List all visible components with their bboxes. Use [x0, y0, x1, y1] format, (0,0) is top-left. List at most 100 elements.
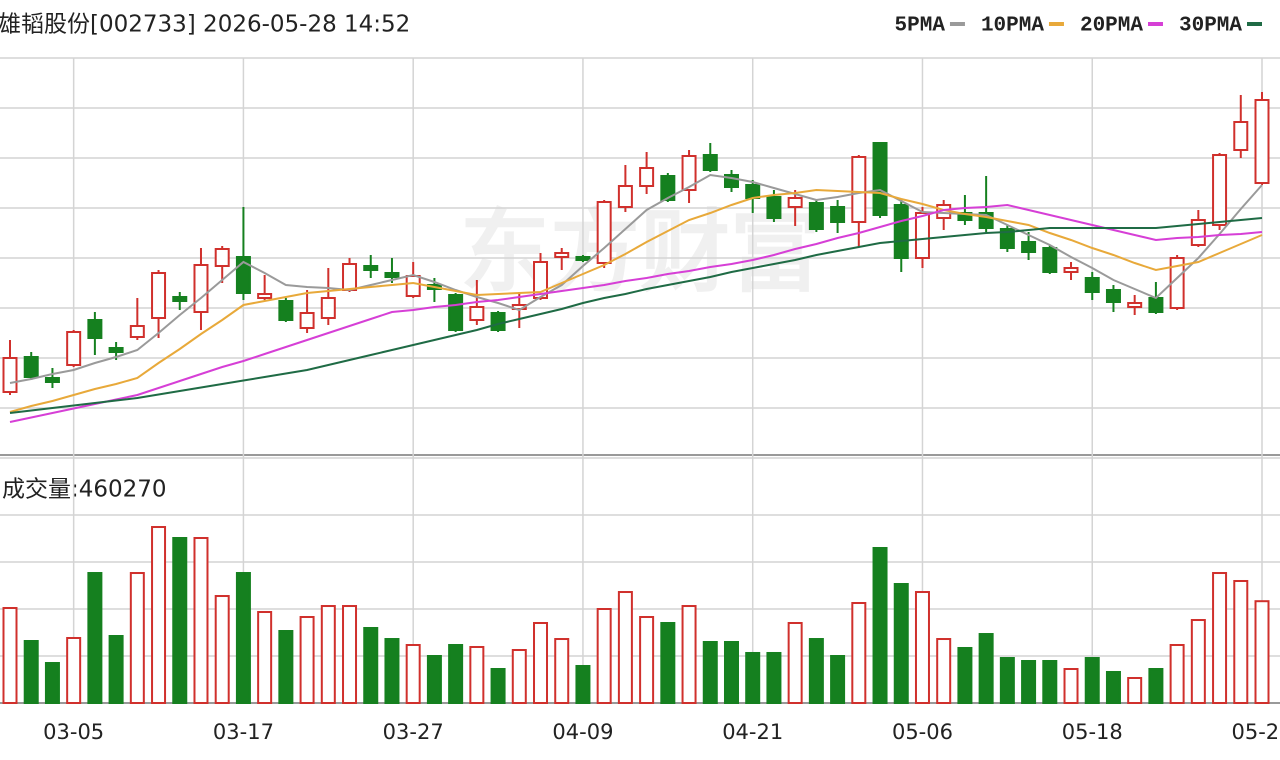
watermark: 东方财富 [460, 200, 820, 305]
volume-bar [575, 664, 591, 705]
volume-bar [978, 633, 994, 705]
volume-bar [172, 537, 188, 705]
volume-bar [702, 640, 718, 704]
legend-label: 10PMA [981, 15, 1044, 38]
candle-body [23, 356, 39, 378]
candle-body [342, 263, 358, 291]
volume-bar [448, 644, 464, 704]
volume-bar [426, 655, 442, 704]
volume-bar [596, 608, 612, 704]
volume-bar [469, 645, 485, 704]
candle-body [299, 312, 315, 329]
volume-bar [723, 640, 739, 704]
volume-bar [1063, 668, 1079, 705]
candle-body [808, 202, 824, 230]
candle-body [745, 184, 761, 199]
candle-body [2, 357, 18, 393]
candle-body [1021, 241, 1037, 253]
candle-body [1254, 99, 1270, 184]
candle-body [851, 156, 867, 223]
candle-body [257, 293, 273, 299]
volume-label: 成交量: [2, 477, 79, 503]
volume-value: 460270 [79, 477, 167, 503]
candle-body [1148, 297, 1164, 313]
legend-label: 5PMA [895, 15, 946, 38]
x-tick-label: 03-05 [43, 720, 104, 744]
volume-bar [193, 537, 209, 705]
candle-body [1233, 121, 1249, 151]
volume-bar [299, 616, 315, 704]
volume-bar [1042, 659, 1058, 705]
volume-bar [342, 605, 358, 704]
volume-bar [1105, 670, 1121, 705]
volume-bar [87, 572, 103, 704]
volume-bar [766, 651, 782, 705]
candle-body [596, 201, 612, 264]
volume-bar [808, 638, 824, 705]
candle-body [893, 204, 909, 259]
volume-bar [257, 611, 273, 704]
volume-bar [23, 640, 39, 704]
volume-bar [384, 638, 400, 705]
candle-body [830, 206, 846, 223]
ma-line [9, 173, 1263, 384]
candle-body [914, 212, 930, 259]
x-tick-label: 05-18 [1062, 720, 1123, 744]
candle-body [108, 347, 124, 353]
volume-bar [214, 595, 230, 705]
volume-bar [278, 630, 294, 705]
volume-bar [681, 605, 697, 704]
candle-body [1212, 154, 1228, 226]
legend-label: 30PMA [1179, 15, 1242, 38]
volume-bar [533, 622, 549, 705]
volume-bar [66, 636, 82, 704]
candle-body [448, 294, 464, 331]
volume-bar [554, 638, 570, 705]
x-tick-label: 05-28 [1231, 720, 1280, 744]
candle-body [405, 275, 421, 297]
volume-bar [893, 583, 909, 705]
candle-body [575, 256, 591, 261]
volume-bar [617, 591, 633, 705]
candle-body [214, 248, 230, 267]
candle-body [129, 325, 145, 338]
candle-body [1105, 289, 1121, 303]
volume-bar [999, 657, 1015, 704]
volume-bar [660, 622, 676, 705]
candle-body [490, 312, 506, 331]
volume-bar [1190, 619, 1206, 704]
candle-body [1063, 267, 1079, 273]
volume-bar [490, 668, 506, 705]
candle-body [872, 142, 888, 216]
volume-bar [151, 526, 167, 704]
candle-body [766, 196, 782, 219]
volume-bar [1169, 644, 1185, 704]
volume-bar [363, 626, 379, 705]
volume-bar [787, 622, 803, 705]
volume-bar [129, 572, 145, 704]
volume-bar [1084, 657, 1100, 704]
candle-body [87, 319, 103, 339]
candle-body [660, 175, 676, 201]
ma-line [9, 188, 1263, 413]
candle-body [554, 252, 570, 258]
candle-body [151, 272, 167, 319]
legend-label: 20PMA [1080, 15, 1143, 38]
x-tick-label: 04-09 [552, 720, 613, 744]
ma-line [9, 203, 1263, 423]
chart-title: 雄韬股份[002733] 2026-05-28 14:52 [0, 12, 410, 38]
volume-bar [1254, 600, 1270, 704]
volume-bar [1021, 659, 1037, 705]
volume-bar [830, 655, 846, 704]
volume-bar [44, 662, 60, 704]
volume-bar [872, 546, 888, 704]
volume-bar [1127, 677, 1143, 705]
volume-bar [957, 646, 973, 704]
volume-bar [1233, 579, 1249, 705]
candle-body [617, 185, 633, 208]
candle-body [384, 272, 400, 278]
candle-body [1042, 247, 1058, 273]
candle-body [1190, 219, 1206, 246]
volume-bar [511, 649, 527, 704]
